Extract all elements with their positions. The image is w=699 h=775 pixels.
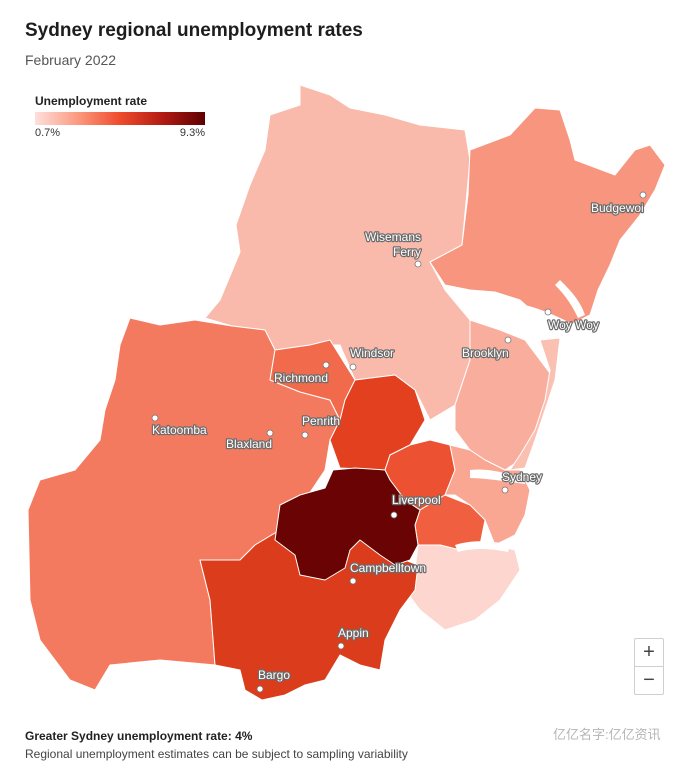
label-wisemans-ferry-1: Wisemans	[365, 230, 421, 244]
map-title: Sydney regional unemployment rates	[25, 20, 363, 41]
marker-woy-woy	[544, 308, 552, 316]
label-wisemans-ferry-2: Ferry	[393, 245, 421, 259]
region-inner-sydney[interactable]	[444, 444, 531, 546]
zoom-divider	[635, 666, 663, 667]
region-liverpool[interactable]	[274, 467, 421, 581]
watermark-text: 亿亿名字:亿亿资讯	[553, 727, 661, 742]
variability-note: Regional unemployment estimates can be s…	[25, 747, 408, 761]
marker-katoomba	[151, 414, 159, 422]
color-legend: Unemployment rate 0.7% 9.3%	[35, 94, 207, 139]
legend-color-ramp	[35, 112, 205, 125]
region-northern-beaches[interactable]	[509, 337, 561, 471]
marker-appin	[337, 642, 345, 650]
label-richmond: Richmond	[274, 371, 328, 385]
summary-note: Greater Sydney unemployment rate: 4%	[25, 729, 253, 743]
broken-bay	[508, 300, 540, 348]
label-bargo: Bargo	[258, 668, 290, 682]
label-liverpool: Liverpool	[392, 493, 441, 507]
marker-bargo	[256, 685, 264, 693]
label-appin: Appin	[338, 626, 369, 640]
brisbane-water	[555, 280, 585, 318]
marker-liverpool	[390, 511, 398, 519]
legend-title: Unemployment rate	[35, 94, 148, 108]
botany-bay	[455, 541, 510, 552]
marker-wisemans-ferry	[414, 260, 422, 268]
label-brooklyn: Brooklyn	[462, 346, 509, 360]
marker-windsor	[349, 363, 357, 371]
marker-penrith	[301, 431, 309, 439]
legend-min-label: 0.7%	[35, 127, 61, 139]
marker-blaxland	[266, 429, 274, 437]
label-sydney: Sydney	[502, 470, 542, 484]
region-sutherland[interactable]	[404, 544, 521, 631]
marker-campbelltown	[349, 577, 357, 585]
sydney-harbour	[470, 469, 525, 484]
legend-max-label: 9.3%	[179, 127, 205, 139]
label-windsor: Windsor	[350, 346, 394, 360]
label-penrith: Penrith	[302, 414, 340, 428]
label-blaxland: Blaxland	[226, 437, 272, 451]
region-hornsby[interactable]	[454, 319, 556, 471]
marker-brooklyn	[504, 336, 512, 344]
label-budgewoi: Budgewoi	[591, 201, 644, 215]
marker-sydney	[501, 486, 509, 494]
zoom-out-button[interactable]: −	[643, 669, 655, 691]
label-woy-woy: Woy Woy	[548, 318, 599, 332]
marker-budgewoi	[639, 191, 647, 199]
zoom-in-button[interactable]: +	[643, 641, 655, 663]
zoom-control: + −	[634, 638, 664, 695]
label-katoomba: Katoomba	[152, 423, 207, 437]
legend-labels: 0.7% 9.3%	[35, 127, 205, 139]
region-central-coast[interactable]	[429, 107, 666, 331]
map-subtitle: February 2022	[25, 52, 117, 68]
label-campbelltown: Campbelltown	[350, 561, 426, 575]
marker-richmond	[322, 361, 330, 369]
